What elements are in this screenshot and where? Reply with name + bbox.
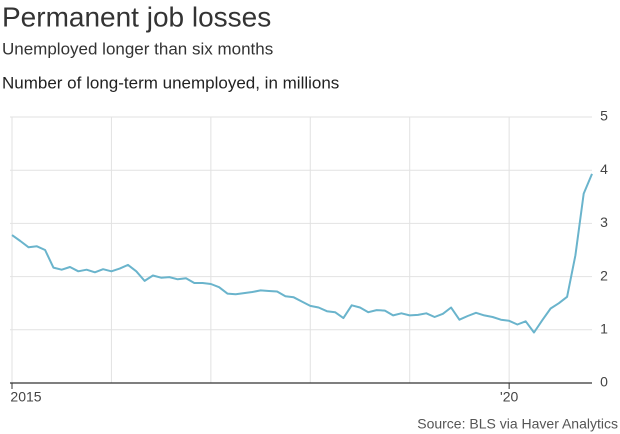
chart-subtitle: Unemployed longer than six months [2, 39, 273, 58]
y-tick-label: 1 [600, 321, 608, 337]
y-tick-label: 5 [600, 108, 608, 124]
source: Source: BLS via Haver Analytics [417, 416, 618, 432]
data-line [11, 173, 593, 334]
x-tick-label: '20 [500, 389, 518, 405]
y-tick-label: 2 [600, 267, 608, 283]
y-tick-label: 3 [600, 214, 608, 230]
y-tick-label: 0 [600, 374, 608, 390]
chart-title: Permanent job losses [2, 1, 271, 32]
y-tick-label: 4 [600, 161, 608, 177]
axis-label: Number of long-term unemployed, in milli… [2, 73, 339, 92]
x-tick-label: 2015 [10, 389, 41, 405]
